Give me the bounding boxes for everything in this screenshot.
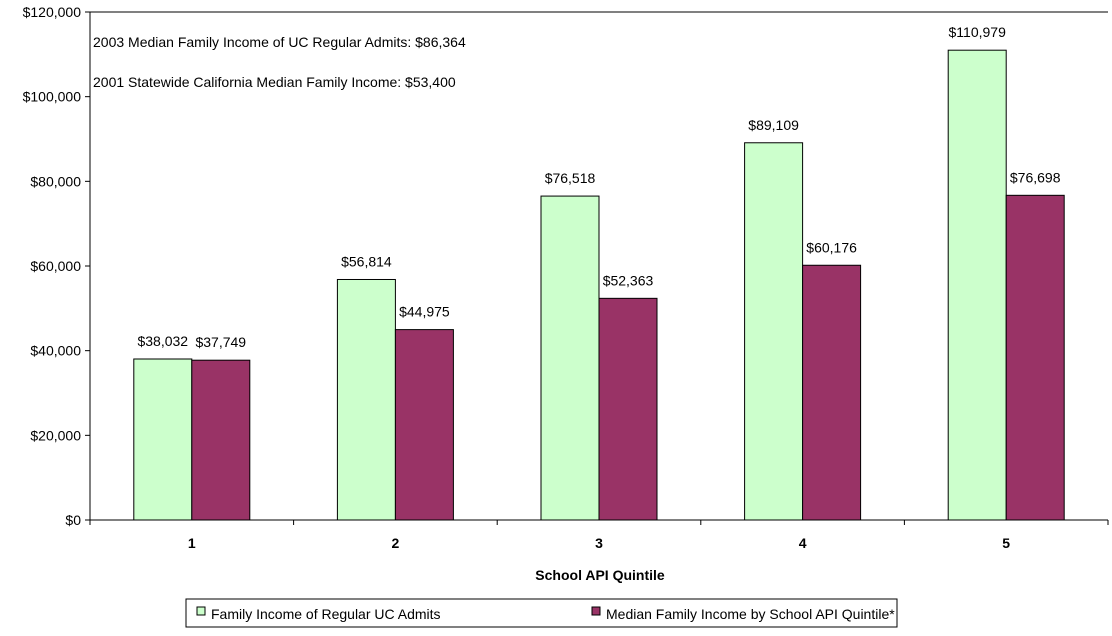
- annotation-statewide-median: 2001 Statewide California Median Family …: [93, 74, 456, 90]
- annotations: 2003 Median Family Income of UC Regular …: [93, 34, 466, 90]
- x-category-label: 4: [799, 535, 807, 551]
- x-category-label: 2: [392, 535, 400, 551]
- data-label-uc-admits: $56,814: [341, 253, 392, 269]
- bar-uc-admits: [540, 195, 600, 521]
- bar-uc-admits: [133, 358, 193, 521]
- legend-swatch-school-quintile: [591, 606, 601, 616]
- legend-box: [185, 598, 898, 628]
- bar-uc-admits: [744, 142, 804, 521]
- data-label-school-quintile: $60,176: [806, 239, 857, 255]
- data-label-school-quintile: $52,363: [603, 272, 654, 288]
- bar-school-quintile: [191, 359, 251, 521]
- bar-school-quintile: [1005, 194, 1065, 521]
- x-axis-title: School API Quintile: [535, 567, 665, 583]
- y-tick-label: $80,000: [30, 173, 81, 189]
- bar-school-quintile: [598, 297, 658, 521]
- bar-uc-admits: [947, 49, 1007, 521]
- data-label-school-quintile: $76,698: [1010, 169, 1061, 185]
- x-category-label: 1: [188, 535, 196, 551]
- data-labels: $38,032 $37,749 $56,814 $44,975 $76,518 $52,3…: [137, 24, 1060, 350]
- y-tick-label: $120,000: [23, 4, 82, 20]
- legend-label-school-quintile: Median Family Income by School API Quint…: [606, 606, 895, 622]
- y-tick-label: $20,000: [30, 427, 81, 443]
- data-label-uc-admits: $110,979: [949, 24, 1007, 40]
- bar-school-quintile: [394, 329, 454, 521]
- data-label-uc-admits: $38,032: [137, 333, 188, 349]
- bar-uc-admits: [336, 278, 396, 521]
- y-tick-label: $40,000: [30, 343, 81, 359]
- y-tick-label: $100,000: [23, 89, 82, 105]
- data-label-school-quintile: $44,975: [399, 304, 450, 320]
- bar-school-quintile: [802, 264, 862, 521]
- data-label-school-quintile: $37,749: [195, 334, 246, 350]
- x-category-label: 5: [1002, 535, 1010, 551]
- data-label-uc-admits: $76,518: [545, 170, 596, 186]
- legend: Family Income of Regular UC Admits Media…: [185, 598, 898, 628]
- axes: $0 $20,000 $40,000 $60,000 $80,000 $100,000 $1…: [23, 4, 1109, 551]
- x-category-label: 3: [595, 535, 603, 551]
- bars: [133, 49, 1065, 521]
- legend-swatch-uc-admits: [196, 606, 206, 616]
- y-tick-label: $60,000: [30, 258, 81, 274]
- legend-label-uc-admits: Family Income of Regular UC Admits: [211, 606, 441, 622]
- data-label-uc-admits: $89,109: [748, 117, 799, 133]
- y-tick-label: $0: [65, 512, 81, 528]
- annotation-uc-median: 2003 Median Family Income of UC Regular …: [93, 34, 466, 50]
